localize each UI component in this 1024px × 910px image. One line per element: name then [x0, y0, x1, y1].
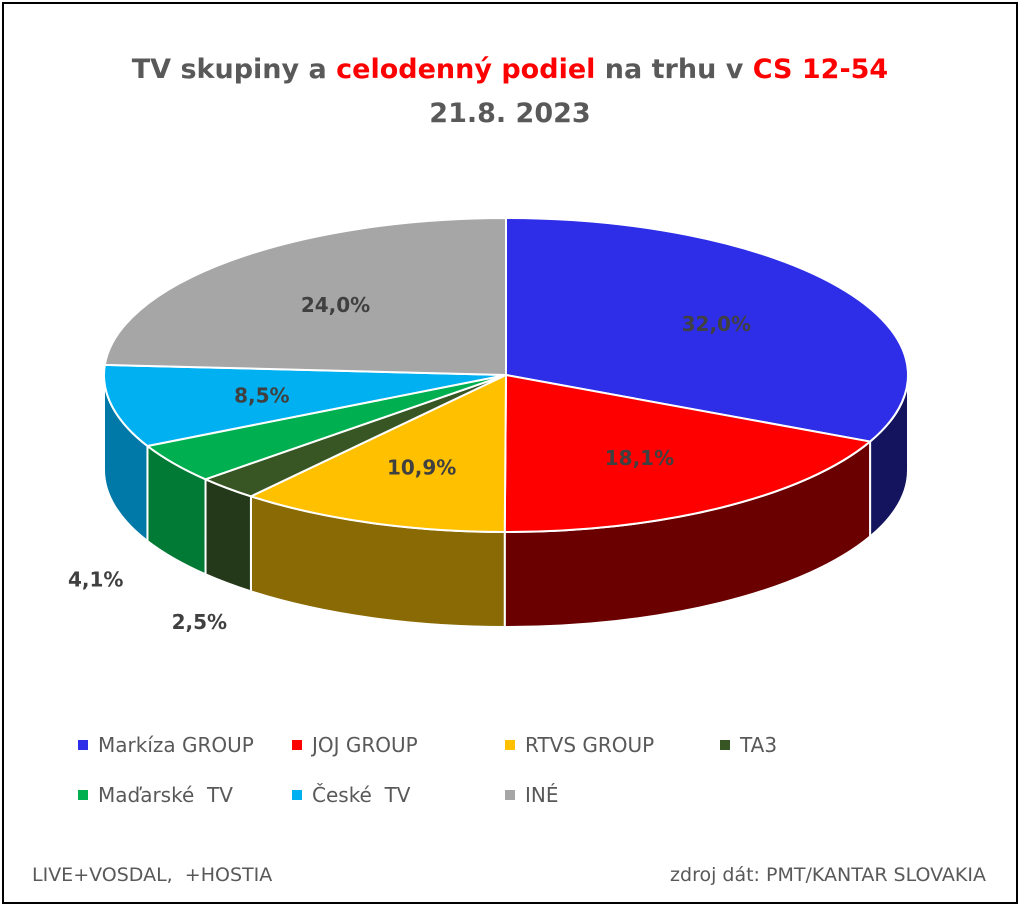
data-label: 18,1% — [605, 446, 674, 470]
legend-item: INÉ — [505, 783, 559, 807]
pie-side-ta3 — [204, 477, 252, 593]
chart-title: TV skupiny a celodenný podiel na trhu v … — [0, 48, 1020, 136]
legend-swatch — [78, 739, 88, 750]
title-line-1: TV skupiny a celodenný podiel na trhu v … — [0, 48, 1020, 92]
legend-label: TA3 — [740, 733, 778, 757]
legend-swatch — [720, 739, 730, 750]
legend-label: RTVS GROUP — [525, 733, 655, 757]
legend-item: TA3 — [720, 733, 777, 757]
data-label: 10,9% — [387, 456, 456, 480]
data-label: 2,5% — [172, 610, 227, 634]
data-label: 24,0% — [301, 293, 370, 317]
footer-note: LIVE+VOSDAL, +HOSTIA — [32, 864, 273, 886]
legend-swatch — [292, 789, 302, 800]
legend-swatch — [505, 789, 515, 800]
data-label: 4,1% — [68, 567, 123, 591]
title-line-2: 21.8. 2023 — [429, 98, 591, 129]
legend-swatch — [78, 789, 88, 800]
title-part-a: TV skupiny a — [131, 54, 337, 85]
pie-slice-rtvs-group — [249, 374, 507, 533]
pie-slice-in — [103, 217, 507, 376]
legend-item: RTVS GROUP — [505, 733, 654, 757]
data-label: 32,0% — [682, 312, 751, 336]
pie-slice-mark-za-group — [505, 217, 909, 443]
legend-label: Maďarské TV — [98, 783, 233, 807]
title-part-c: na trhu v — [595, 54, 753, 85]
pie-slice--esk-tv — [103, 363, 507, 447]
legend-item: Markíza GROUP — [78, 733, 254, 757]
footer-source: zdroj dát: PMT/KANTAR SLOVAKIA — [670, 864, 986, 886]
legend-label: České TV — [312, 783, 411, 807]
legend-swatch — [505, 739, 515, 750]
legend-label: JOJ GROUP — [312, 733, 418, 757]
legend-item: České TV — [292, 783, 410, 807]
pie-slice-joj-group — [503, 374, 872, 534]
title-part-d: CS 12-54 — [752, 54, 889, 85]
pie-tops — [103, 217, 909, 534]
data-label: 8,5% — [234, 384, 289, 408]
pie-labels: 32,0% 18,1% 10,9% 2,5% 4,1% 8,5% 24,0% — [68, 293, 751, 634]
title-part-b: celodenný podiel — [336, 54, 596, 85]
legend-item: JOJ GROUP — [292, 733, 418, 757]
legend-swatch — [292, 739, 302, 750]
legend-label: INÉ — [525, 783, 559, 807]
legend-label: Markíza GROUP — [98, 733, 254, 757]
legend-item: Maďarské TV — [78, 783, 233, 807]
